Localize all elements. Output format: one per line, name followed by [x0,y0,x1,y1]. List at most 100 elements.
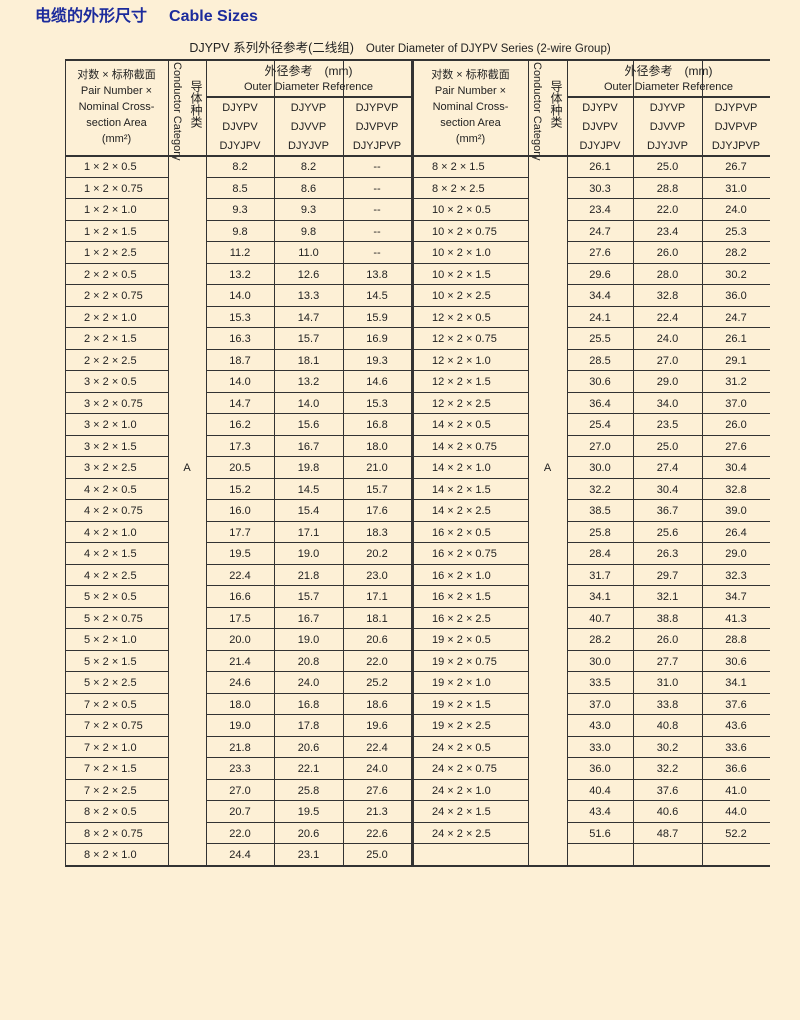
right-row-size: 16 × 2 × 1.5 [432,591,491,603]
table-bottom-rule [65,864,770,867]
right-row-od-1: 37.0 [589,698,611,711]
row-rule [65,843,168,844]
header-text: section Area [86,117,147,129]
header-text: 对数 × 标称截面 [77,69,156,81]
right-row-od-3: 30.4 [725,462,747,474]
row-rule [413,370,528,371]
right-row-od-3: 36.6 [725,763,747,775]
left-row-od-3: 18.3 [366,526,388,539]
row-rule [567,800,770,801]
left-row-od-1: 14.0 [229,376,251,388]
left-row-od-3: 17.6 [366,505,388,517]
row-rule [65,542,168,543]
right-row-size: 14 × 2 × 2.5 [432,505,491,517]
row-rule [206,348,411,350]
left-row-od-3: 19.6 [366,720,388,732]
left-row-od-1: 15.2 [229,483,251,496]
right-od-header-zh: 外径参考 (mm) [624,64,713,78]
row-rule [65,241,168,242]
row-rule [567,262,770,264]
right-row-size: 14 × 2 × 0.5 [432,419,491,431]
right-row-od-2: 26.0 [656,634,679,646]
row-rule [413,800,528,801]
right-row-od-1: 33.0 [589,741,611,754]
row-rule [206,692,411,694]
right-row-size: 24 × 2 × 1.5 [432,806,491,818]
right-row-od-1: 26.1 [589,161,611,173]
right-row-size: 8 × 2 × 2.5 [432,182,485,195]
right-row-od-3: 32.3 [725,569,747,582]
right-conductor-category: A [543,462,552,474]
right-row-od-3: 28.2 [725,247,747,259]
left-row-od-2: 16.7 [297,612,320,625]
row-rule [567,821,770,823]
row-rule [206,714,411,715]
left-row-od-1: 9.3 [232,204,248,216]
left-row-od-3: 24.0 [366,763,388,775]
right-row-od-3: 31.2 [725,376,747,388]
right-row-size: 14 × 2 × 0.75 [432,440,497,453]
left-row-od-3: 18.1 [366,612,388,625]
left-row-size: 1 × 2 × 1.0 [84,204,137,216]
left-row-od-3: -- [373,247,381,259]
header-text: Pair Number × [80,85,153,97]
row-rule [206,606,411,608]
right-row-od-1: 33.5 [589,677,611,689]
right-row-od-2: 27.0 [656,354,679,367]
left-model-2: DJYJVP [288,140,329,152]
row-rule [413,219,528,221]
right-row-od-2: 30.4 [656,483,679,496]
right-row-od-1: 51.6 [589,827,611,840]
row-rule [65,499,168,500]
left-row-od-3: 22.0 [366,655,388,668]
row-rule [567,176,770,178]
left-model-3: DJVPVP [355,121,399,133]
right-row-od-2: 31.0 [656,677,679,689]
left-category-header-en: Conductor Category [171,62,183,161]
row-rule [206,391,411,393]
right-row-od-3: 26.0 [725,419,747,431]
header-text: (mm²) [101,133,132,145]
right-row-size: 24 × 2 × 0.5 [432,741,491,754]
left-row-od-2: 9.8 [300,225,317,238]
right-row-od-3: 33.6 [725,741,747,754]
left-row-od-1: 21.8 [229,741,251,754]
row-rule [65,434,168,436]
left-row-od-2: 9.3 [300,204,317,216]
od-header-rule [206,96,411,98]
table-caption: DJYPV 系列外径参考(二线组) Outer Diameter of DJYPV… [0,37,800,56]
row-rule [567,542,770,543]
right-row-od-3: 32.8 [725,483,747,496]
right-row-od-3: 36.0 [725,290,747,302]
right-row-od-2: 25.0 [656,440,679,453]
right-row-od-3: 25.3 [725,225,747,238]
left-row-od-2: 14.7 [297,311,320,324]
row-rule [65,692,168,694]
right-row-od-1: 27.0 [589,440,611,453]
left-row-od-3: 18.6 [366,698,388,711]
right-row-od-1: 43.0 [589,720,611,732]
row-rule [206,456,411,457]
left-row-od-2: 20.6 [297,741,320,754]
left-row-od-2: 12.6 [297,268,320,281]
left-row-size: 3 × 2 × 0.5 [84,376,137,388]
right-row-od-1: 28.4 [589,548,611,560]
left-model-2: DJVVP [290,121,327,133]
row-rule [206,219,411,221]
left-row-od-2: 21.8 [297,569,320,582]
caption-zh: DJYPV 系列外径参考(二线组) [189,41,354,55]
column-rule [702,59,703,865]
row-rule [567,520,770,522]
right-row-od-3: 24.0 [725,204,747,216]
left-row-od-2: 8.2 [300,161,317,173]
left-row-od-2: 17.1 [297,526,320,539]
right-row-od-1: 29.6 [589,268,611,281]
right-row-od-2: 40.8 [656,720,679,732]
row-rule [206,800,411,801]
right-model-2: DJYJVP [647,140,688,152]
left-row-od-3: 17.1 [366,591,388,603]
row-rule [206,671,411,672]
right-row-size: 24 × 2 × 0.75 [432,763,497,775]
right-row-od-2: 33.8 [656,698,679,711]
right-category-header-en: Conductor Category [531,62,543,161]
